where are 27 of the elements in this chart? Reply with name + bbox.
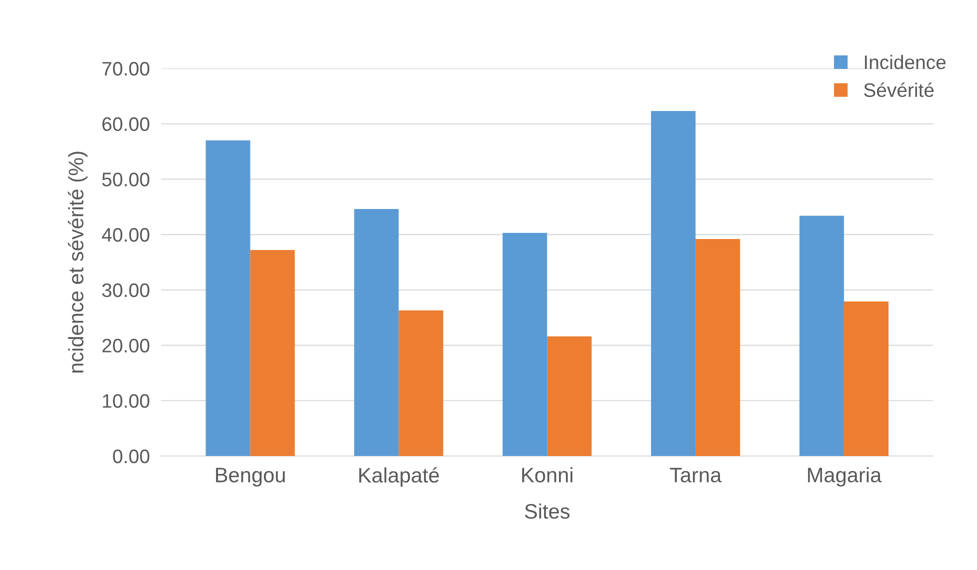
bar <box>547 336 592 456</box>
x-tick-label: Kalapaté <box>359 467 439 487</box>
y-tick-label: 30.00 <box>102 283 150 298</box>
x-axis-title: Sites <box>524 503 570 519</box>
bar <box>651 111 696 456</box>
y-axis-title: ncidence et sévérité (%) <box>68 152 88 373</box>
y-tick-label: 20.00 <box>102 338 150 352</box>
y-tick-label: 10.00 <box>102 394 150 408</box>
x-tick-label: Magaria <box>808 467 882 487</box>
x-tick-label: Konni <box>522 467 572 482</box>
bar <box>502 232 548 456</box>
y-tick-label: 0.00 <box>113 449 150 464</box>
bar <box>250 250 295 456</box>
y-tick-label: 40.00 <box>102 228 150 242</box>
bar <box>799 216 844 456</box>
x-tick-label: Bengou <box>216 468 285 487</box>
legend-label: Sévérité <box>864 82 934 98</box>
x-tick-label: Tarna <box>670 468 722 482</box>
bar <box>398 310 444 456</box>
y-tick-label: 70.00 <box>102 62 150 76</box>
bar <box>206 140 250 456</box>
legend-label: Incidence <box>864 54 946 70</box>
bar <box>696 238 740 456</box>
bar <box>844 302 889 456</box>
bar <box>354 209 399 456</box>
y-tick-label: 50.00 <box>102 172 150 186</box>
y-tick-label: 60.00 <box>102 117 150 132</box>
